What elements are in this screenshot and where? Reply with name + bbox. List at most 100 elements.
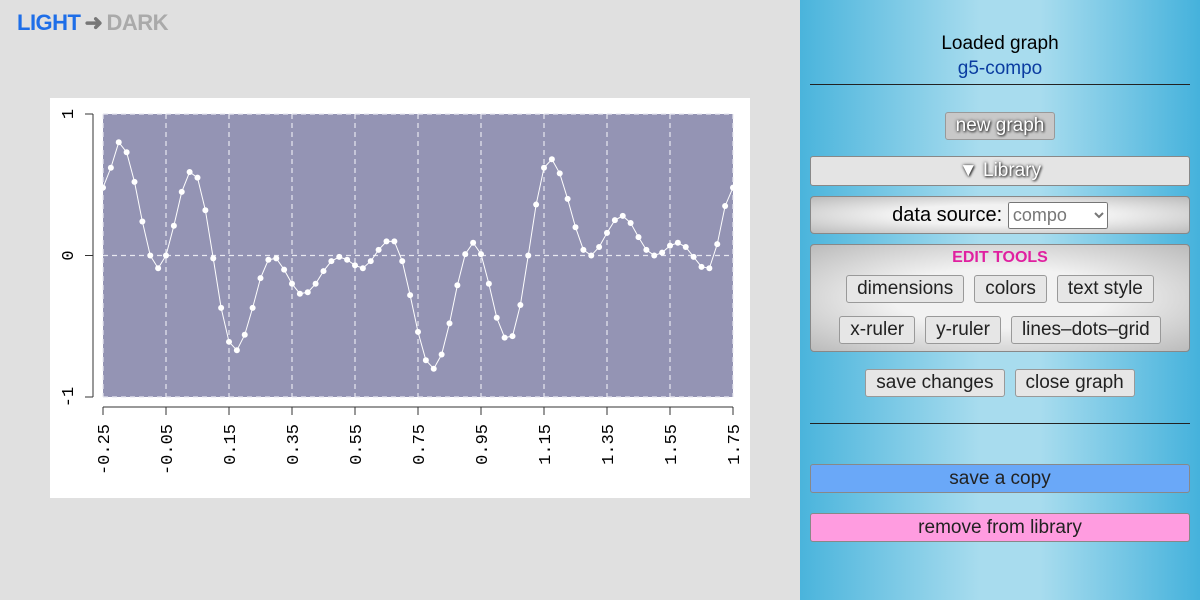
edit-row-1: dimensions colors text style [811, 275, 1189, 303]
data-point [533, 201, 540, 208]
data-point [485, 280, 492, 287]
data-point [391, 238, 398, 245]
data-point [643, 246, 650, 253]
data-point [493, 314, 500, 321]
theme-toggle[interactable]: LIGHT ➜ DARK [17, 10, 168, 36]
data-point [611, 217, 618, 224]
data-point [635, 234, 642, 241]
close-graph-button[interactable]: close graph [1014, 369, 1135, 397]
y-tick-label: -1 [60, 387, 79, 407]
data-point [619, 212, 626, 219]
x-tick-label: 1.55 [663, 424, 682, 465]
data-point [367, 258, 374, 265]
data-point [123, 149, 130, 156]
tool-button[interactable]: x-ruler [839, 316, 916, 344]
tool-button[interactable]: y-ruler [925, 316, 1001, 344]
library-toggle[interactable]: ▼ Library [810, 156, 1190, 186]
chart-container: -1 0 1 -0.25 -0.05 0.15 0.35 0.55 0.75 0.95 1.15 1.… [50, 98, 750, 498]
data-source-label: data source: [892, 204, 1003, 226]
data-point [430, 365, 437, 372]
data-point [139, 218, 146, 225]
edit-row-2: x-ruler y-ruler lines–dots–grid [811, 316, 1189, 344]
loaded-label: Loaded graph [941, 33, 1059, 54]
new-graph-button[interactable]: new graph [944, 112, 1056, 140]
side-panel: Loaded graph g5-compo new graph ▼ Librar… [800, 0, 1200, 600]
edit-tools-title: EDIT TOOLS [952, 249, 1048, 266]
tool-button[interactable]: colors [974, 275, 1047, 303]
data-point [548, 156, 555, 163]
divider [810, 84, 1190, 85]
data-point [257, 275, 264, 282]
data-point [289, 280, 295, 287]
data-point [501, 334, 508, 341]
data-point [249, 304, 256, 311]
chart: -1 0 1 -0.25 -0.05 0.15 0.35 0.55 0.75 0.95 1.15 1.… [60, 109, 745, 475]
data-point [273, 255, 280, 262]
triangle: ▼ [958, 160, 978, 181]
data-point [375, 246, 382, 253]
data-point [107, 164, 114, 171]
data-point [281, 266, 288, 273]
data-point [446, 320, 453, 327]
data-point [604, 229, 610, 236]
data-point [438, 351, 445, 358]
remove-button[interactable]: remove from library [810, 513, 1190, 542]
tool-button[interactable]: lines–dots–grid [1010, 316, 1161, 344]
data-point [674, 239, 681, 246]
dark-label[interactable]: DARK [106, 10, 168, 35]
data-point [383, 238, 390, 245]
tool-button[interactable]: dimensions [846, 275, 965, 303]
data-point [714, 241, 721, 248]
data-point [359, 265, 366, 272]
x-tick-label: 1.35 [600, 424, 619, 465]
data-point [407, 292, 414, 299]
data-point [706, 265, 713, 272]
x-tick-label: 1.15 [537, 424, 556, 465]
data-point [265, 256, 272, 263]
data-point [178, 188, 185, 195]
data-point [682, 244, 689, 251]
data-point [241, 331, 248, 338]
data-point [233, 347, 240, 354]
x-tick-label: -0.25 [96, 424, 115, 475]
edit-tools-box: EDIT TOOLS dimensions colors text style x-… [810, 244, 1190, 352]
data-point [155, 265, 162, 272]
data-point [336, 253, 343, 260]
save-changes-button[interactable]: save changes [865, 369, 1005, 397]
data-point [147, 252, 154, 259]
tool-button[interactable]: text style [1056, 275, 1154, 303]
data-source-box: data source: compo [810, 196, 1190, 234]
data-point [525, 252, 532, 259]
light-label[interactable]: LIGHT [17, 10, 81, 35]
data-point [415, 328, 421, 335]
x-tick-label: 0.35 [285, 424, 304, 465]
data-point [100, 184, 106, 191]
data-point [627, 219, 634, 226]
data-point [572, 224, 579, 231]
data-point [517, 302, 524, 309]
x-tick-label: 0.95 [474, 424, 493, 465]
library-label: Library [983, 160, 1042, 181]
data-point [352, 262, 358, 269]
data-point [320, 268, 327, 275]
data-point [580, 246, 587, 253]
data-point [698, 263, 705, 270]
data-point [312, 280, 319, 287]
save-copy-button[interactable]: save a copy [810, 464, 1190, 493]
x-tick-label: -0.05 [159, 424, 178, 475]
x-tick-label: 0.15 [222, 424, 241, 465]
data-point [218, 304, 225, 311]
data-point [186, 169, 193, 176]
data-point [690, 253, 697, 260]
data-point [651, 252, 658, 259]
data-point [170, 222, 177, 229]
data-point [470, 239, 477, 246]
data-point [509, 333, 516, 340]
data-point [202, 207, 209, 214]
data-source-select[interactable]: compo [1007, 201, 1108, 229]
data-point [210, 255, 217, 262]
y-tick-label: 0 [60, 250, 79, 260]
data-point [163, 252, 169, 259]
data-point [722, 202, 729, 209]
